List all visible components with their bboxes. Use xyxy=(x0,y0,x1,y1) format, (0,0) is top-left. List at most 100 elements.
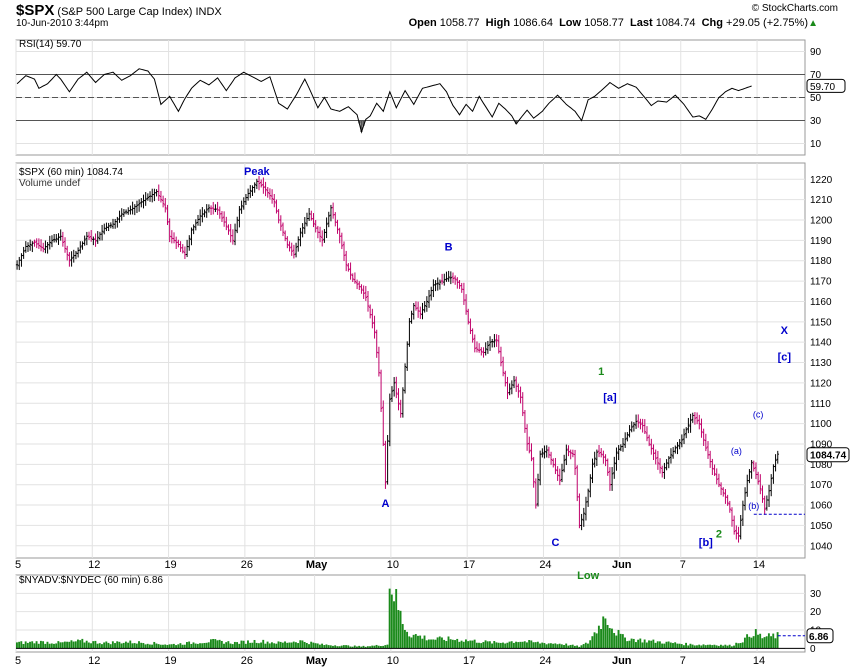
breadth-bar xyxy=(231,644,234,649)
breadth-bar xyxy=(105,641,108,649)
y-tick-label: 1090 xyxy=(810,439,833,450)
breadth-bar xyxy=(406,631,409,649)
breadth-bar xyxy=(345,645,347,649)
breadth-bar xyxy=(602,616,605,649)
breadth-bar xyxy=(212,638,215,649)
breadth-bar xyxy=(275,643,278,649)
open-value: 1058.77 xyxy=(439,17,480,29)
y-tick-label: 20 xyxy=(810,607,822,618)
breadth-bar xyxy=(74,641,77,649)
x-tick-label-bottom: 5 xyxy=(15,655,21,667)
breadth-bar xyxy=(741,642,744,649)
breadth-bar xyxy=(491,643,494,649)
breadth-bar xyxy=(597,625,600,649)
breadth-bar xyxy=(608,628,611,649)
breadth-bar xyxy=(257,643,260,649)
x-tick-label-top: 24 xyxy=(539,559,551,571)
x-tick-label-top: 12 xyxy=(88,559,100,571)
breadth-bar xyxy=(637,639,640,649)
breadth-bar xyxy=(423,635,426,649)
breadth-bars xyxy=(16,588,779,649)
breadth-bar xyxy=(648,640,650,649)
breadth-bar xyxy=(706,644,709,649)
y-tick-label: 1110 xyxy=(810,399,831,410)
breadth-bar xyxy=(735,642,738,649)
breadth-bar xyxy=(227,641,230,649)
breadth-bar xyxy=(308,644,310,649)
breadth-bar xyxy=(504,643,507,649)
breadth-bar xyxy=(351,646,354,649)
breadth-bar xyxy=(458,641,461,649)
breadth-bar xyxy=(687,645,690,649)
breadth-bar xyxy=(421,638,424,649)
breadth-bar xyxy=(617,629,620,649)
breadth-last-value-box xyxy=(806,628,834,644)
breadth-bar xyxy=(393,601,395,649)
breadth-bar xyxy=(50,643,53,649)
breadth-bar xyxy=(358,645,361,649)
breadth-bar xyxy=(475,642,478,649)
breadth-bar xyxy=(774,638,777,649)
breadth-bar xyxy=(611,628,613,649)
breadth-bar xyxy=(85,640,88,649)
breadth-bar xyxy=(166,644,169,649)
wave-label: [c] xyxy=(778,352,792,364)
rsi-last-value-box xyxy=(806,78,846,93)
breadth-bar xyxy=(284,641,286,649)
breadth-bar xyxy=(419,635,422,649)
breadth-bar xyxy=(739,642,742,649)
breadth-bar xyxy=(663,643,666,649)
breadth-bar xyxy=(770,636,773,649)
index-name: (S&P 500 Large Cap Index) xyxy=(57,6,193,18)
breadth-bar xyxy=(53,643,55,649)
breadth-bar xyxy=(266,641,269,649)
breadth-bar xyxy=(87,642,90,649)
breadth-bar xyxy=(536,641,539,649)
breadth-bar xyxy=(129,640,132,649)
y-tick-label: 1160 xyxy=(810,297,832,308)
y-tick-label: 70 xyxy=(810,70,822,81)
breadth-bar xyxy=(33,643,36,649)
breadth-bar xyxy=(408,636,411,649)
breadth-bar xyxy=(759,633,762,649)
breadth-bar xyxy=(321,643,324,649)
breadth-bar xyxy=(334,645,337,649)
breadth-bar xyxy=(168,644,171,649)
wave-label: [b] xyxy=(699,537,713,549)
breadth-bar xyxy=(238,643,241,649)
breadth-bar xyxy=(177,644,180,649)
breadth-bar xyxy=(111,641,114,649)
breadth-bar xyxy=(698,644,701,649)
symbol: $SPX xyxy=(16,2,55,19)
breadth-bar xyxy=(382,645,385,649)
breadth-bar xyxy=(730,646,733,649)
wave-label: 1 xyxy=(598,366,604,378)
breadth-bar xyxy=(77,639,79,649)
wave-label: A xyxy=(381,498,389,510)
breadth-bar xyxy=(336,646,339,649)
breadth-bar xyxy=(624,637,626,649)
breadth-bar xyxy=(118,641,121,649)
breadth-bar xyxy=(628,640,631,649)
breadth-bar xyxy=(658,641,661,649)
breadth-bar xyxy=(353,645,356,649)
price-subtitle: Volume undef xyxy=(19,178,80,189)
breadth-bar xyxy=(122,642,125,649)
breadth-bar xyxy=(329,645,332,649)
breadth-bar xyxy=(61,642,64,649)
breadth-bar xyxy=(364,646,367,649)
breadth-bar xyxy=(619,633,622,649)
y-tick-label: 1190 xyxy=(810,236,832,247)
breadth-bar xyxy=(205,642,208,649)
breadth-bar xyxy=(672,643,674,649)
breadth-bar xyxy=(589,640,592,649)
breadth-bar xyxy=(630,638,633,649)
breadth-bar xyxy=(652,639,655,649)
breadth-bar xyxy=(90,643,92,649)
breadth-bar xyxy=(371,645,374,649)
breadth-bar xyxy=(478,642,480,649)
breadth-bar xyxy=(578,646,581,649)
x-tick-label-top: 7 xyxy=(680,559,686,571)
breadth-bar xyxy=(462,641,465,649)
breadth-bar xyxy=(449,639,452,649)
